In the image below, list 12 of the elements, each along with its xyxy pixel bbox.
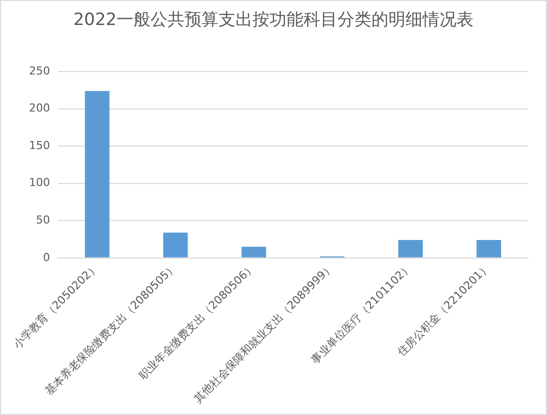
chart-title: 2022一般公共预算支出按功能科目分类的明细情况表 xyxy=(72,9,475,31)
y-tick-label: 100 xyxy=(28,176,50,190)
y-tick-label: 0 xyxy=(42,250,50,264)
y-tick-label: 150 xyxy=(28,138,50,152)
bar xyxy=(163,232,188,258)
y-tick-label: 50 xyxy=(36,214,50,227)
bar xyxy=(476,240,502,258)
bar xyxy=(84,90,110,258)
bar xyxy=(398,240,423,258)
bar xyxy=(242,246,266,258)
y-tick-label: 250 xyxy=(28,64,50,78)
y-tick-label: 200 xyxy=(28,102,50,115)
